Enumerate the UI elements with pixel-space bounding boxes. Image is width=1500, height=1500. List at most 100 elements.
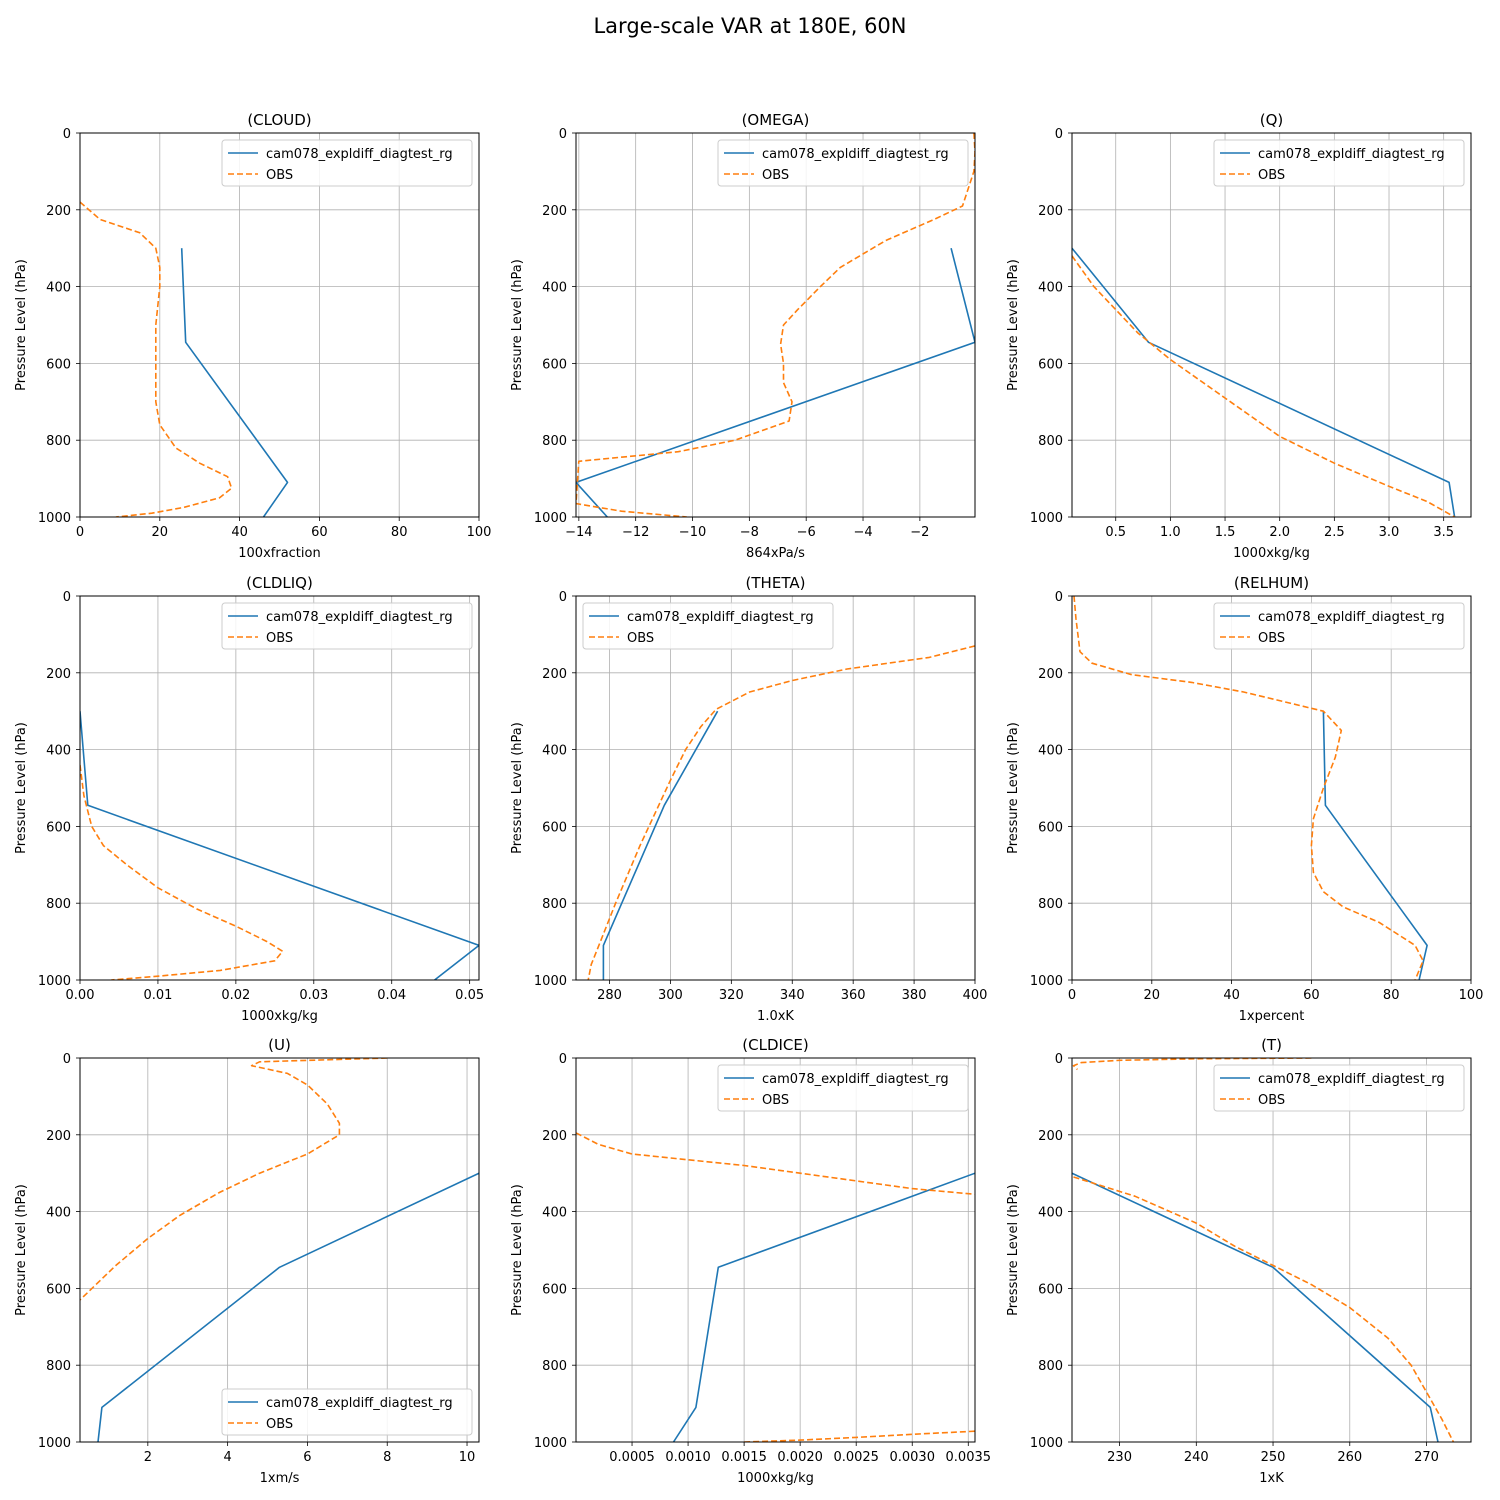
y-tick-label: 200	[46, 204, 71, 219]
y-tick-label: 1000	[534, 511, 567, 526]
x-tick-label: 380	[902, 988, 927, 1003]
legend-box	[1213, 1064, 1465, 1112]
subplot-q: 0.5 1.0 1.5 2.0 2.5 3.0 3.5 0 200 400 600 800 1000 (Q…	[1006, 111, 1472, 561]
x-tick-label: 0.05	[455, 988, 484, 1003]
y-tick-label: 0	[1055, 590, 1063, 605]
y-axis-label: Pressure Level (hPa)	[1006, 1184, 1021, 1316]
model-series-line	[80, 711, 479, 980]
obs-series-line	[1072, 1058, 1312, 1071]
legend-box	[1213, 602, 1465, 650]
obs-series-line	[80, 201, 233, 517]
legend-label: cam078_expldiff_diagtest_rg	[266, 147, 453, 162]
y-tick-label: 0	[559, 590, 567, 605]
x-tick-label: 400	[963, 988, 988, 1003]
legend: cam078_expldiff_diagtest_rg OBS	[221, 602, 473, 650]
axes-frame	[575, 595, 976, 981]
series-group	[80, 201, 289, 517]
y-tick-label: 400	[542, 744, 567, 759]
x-tick-label: 0.0035	[946, 1450, 992, 1465]
legend-label: OBS	[266, 168, 293, 183]
x-tick-label: 0.01	[143, 988, 172, 1003]
y-axis-label: Pressure Level (hPa)	[1006, 722, 1021, 854]
subplot-title: (U)	[268, 1036, 291, 1054]
x-tick-label: 60	[1303, 988, 1320, 1003]
obs-series-line	[744, 1430, 975, 1442]
obs-series-line	[1073, 1176, 1455, 1442]
x-tick-label: 2.0	[1269, 525, 1290, 540]
y-tick-label: 400	[542, 281, 567, 296]
y-tick-label: 1000	[38, 974, 71, 989]
subplot-title: (THETA)	[746, 574, 806, 592]
x-tick-label: 2.5	[1324, 525, 1345, 540]
y-tick-label: 600	[542, 1282, 567, 1297]
y-tick-label: 600	[46, 357, 71, 372]
y-tick-label: 200	[542, 204, 567, 219]
obs-series-line	[80, 1058, 388, 1301]
x-tick-label: 40	[1223, 988, 1240, 1003]
legend: cam078_expldiff_diagtest_rg OBS	[582, 602, 834, 650]
y-tick-label: 200	[542, 667, 567, 682]
x-tick-label: 0.0005	[609, 1450, 655, 1465]
legend-label: cam078_expldiff_diagtest_rg	[762, 1072, 949, 1087]
legend: cam078_expldiff_diagtest_rg OBS	[221, 139, 473, 187]
y-tick-label: 800	[542, 1359, 567, 1374]
x-tick-label: 250	[1261, 1450, 1286, 1465]
model-series-line	[1072, 1172, 1439, 1442]
series-group	[576, 1132, 975, 1442]
y-tick-label: 800	[46, 434, 71, 449]
legend-label: cam078_expldiff_diagtest_rg	[762, 147, 949, 162]
x-tick-label: 0.0020	[777, 1450, 823, 1465]
x-axis-label: 1000xkg/kg	[737, 1471, 814, 1486]
y-tick-label: 200	[1038, 667, 1063, 682]
obs-series-line	[576, 1132, 975, 1196]
subplot-title: (CLOUD)	[247, 111, 311, 129]
series-group	[80, 711, 479, 980]
x-tick-label: 0.0030	[889, 1450, 935, 1465]
x-axis-label: 1000xkg/kg	[241, 1009, 318, 1024]
x-tick-label: 320	[719, 988, 744, 1003]
subplot-title: (OMEGA)	[742, 111, 810, 129]
obs-series-line	[576, 133, 975, 517]
y-tick-label: 800	[46, 897, 71, 912]
series-group	[576, 133, 975, 517]
y-tick-label: 600	[1038, 820, 1063, 835]
axes-frame	[79, 1057, 480, 1443]
subplot-theta: 280 300 320 340 360 380 400 0 200 400 600 800 1000 (T…	[510, 574, 987, 1024]
y-axis-label: Pressure Level (hPa)	[510, 1184, 525, 1316]
legend: cam078_expldiff_diagtest_rg OBS	[1213, 602, 1465, 650]
y-axis-label: Pressure Level (hPa)	[14, 259, 29, 391]
x-tick-label: 280	[597, 988, 622, 1003]
x-tick-label: 0	[76, 525, 84, 540]
y-tick-label: 400	[1038, 744, 1063, 759]
y-axis-label: Pressure Level (hPa)	[14, 1184, 29, 1316]
y-tick-label: 800	[542, 897, 567, 912]
x-tick-label: 80	[1383, 988, 1400, 1003]
y-tick-label: 0	[1055, 1052, 1063, 1067]
axes-frame	[1071, 132, 1472, 518]
x-tick-label: 20	[1144, 988, 1161, 1003]
y-tick-label: 800	[1038, 1359, 1063, 1374]
y-tick-label: 400	[542, 1206, 567, 1221]
subplot-u: 2 4 6 8 10 0 200 400 600 800 1000 (U) 1xm/s Pressure …	[14, 1036, 480, 1486]
y-tick-label: 600	[542, 820, 567, 835]
y-tick-label: 1000	[534, 1436, 567, 1451]
legend-box	[1213, 139, 1465, 187]
y-tick-label: 800	[46, 1359, 71, 1374]
x-axis-label: 1000xkg/kg	[1233, 546, 1310, 561]
model-series-line	[1072, 247, 1456, 517]
x-tick-label: 1.0	[1160, 525, 1181, 540]
y-tick-label: 400	[1038, 1206, 1063, 1221]
y-tick-label: 800	[1038, 434, 1063, 449]
legend-label: cam078_expldiff_diagtest_rg	[1258, 610, 1445, 625]
x-tick-label: 3.5	[1433, 525, 1454, 540]
x-tick-label: 0.00	[66, 988, 95, 1003]
axes-frame	[575, 1057, 976, 1443]
x-axis-label: 1xK	[1259, 1471, 1284, 1486]
x-tick-label: 100	[467, 525, 492, 540]
legend: cam078_expldiff_diagtest_rg OBS	[1213, 139, 1465, 187]
x-tick-label: 1.5	[1215, 525, 1236, 540]
y-tick-label: 1000	[38, 511, 71, 526]
legend-label: cam078_expldiff_diagtest_rg	[627, 610, 814, 625]
x-tick-label: 0.03	[299, 988, 328, 1003]
